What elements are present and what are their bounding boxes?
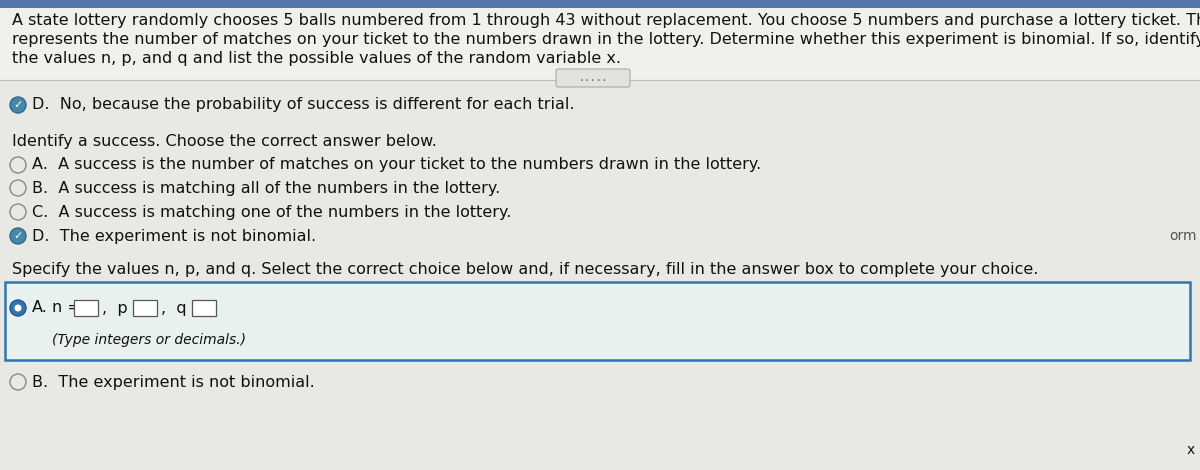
- Text: B.  A success is matching all of the numbers in the lottery.: B. A success is matching all of the numb…: [32, 180, 500, 196]
- FancyBboxPatch shape: [0, 0, 1200, 80]
- Text: ✓: ✓: [13, 231, 23, 241]
- Text: ✓: ✓: [13, 100, 23, 110]
- Text: (Type integers or decimals.): (Type integers or decimals.): [52, 333, 246, 347]
- Text: .....: .....: [578, 73, 607, 83]
- Text: represents the number of matches on your ticket to the numbers drawn in the lott: represents the number of matches on your…: [12, 32, 1200, 47]
- FancyBboxPatch shape: [0, 80, 1200, 470]
- Text: Identify a success. Choose the correct answer below.: Identify a success. Choose the correct a…: [12, 134, 437, 149]
- Circle shape: [10, 300, 26, 316]
- Text: A.: A.: [32, 300, 48, 315]
- FancyBboxPatch shape: [5, 282, 1190, 360]
- Text: A.  A success is the number of matches on your ticket to the numbers drawn in th: A. A success is the number of matches on…: [32, 157, 761, 172]
- Text: D.  No, because the probability of success is different for each trial.: D. No, because the probability of succes…: [32, 97, 575, 112]
- Text: orm: orm: [1170, 229, 1198, 243]
- Text: D.  The experiment is not binomial.: D. The experiment is not binomial.: [32, 228, 316, 243]
- Text: C.  A success is matching one of the numbers in the lottery.: C. A success is matching one of the numb…: [32, 204, 511, 219]
- FancyBboxPatch shape: [0, 0, 1200, 8]
- Circle shape: [10, 97, 26, 113]
- FancyBboxPatch shape: [556, 69, 630, 87]
- FancyBboxPatch shape: [74, 300, 98, 316]
- Text: Specify the values n, p, and q. Select the correct choice below and, if necessar: Specify the values n, p, and q. Select t…: [12, 262, 1038, 277]
- FancyBboxPatch shape: [133, 300, 157, 316]
- FancyBboxPatch shape: [192, 300, 216, 316]
- Text: x: x: [1187, 443, 1195, 457]
- Text: ,  q =: , q =: [161, 300, 205, 315]
- Text: the values n, p, and q and list the possible values of the random variable x.: the values n, p, and q and list the poss…: [12, 51, 622, 66]
- Text: n =: n =: [52, 300, 80, 315]
- Text: B.  The experiment is not binomial.: B. The experiment is not binomial.: [32, 375, 314, 390]
- Text: A state lottery randomly chooses 5 balls numbered from 1 through 43 without repl: A state lottery randomly chooses 5 balls…: [12, 13, 1200, 28]
- Circle shape: [14, 305, 22, 312]
- Text: ,  p =: , p =: [102, 300, 146, 315]
- Circle shape: [10, 228, 26, 244]
